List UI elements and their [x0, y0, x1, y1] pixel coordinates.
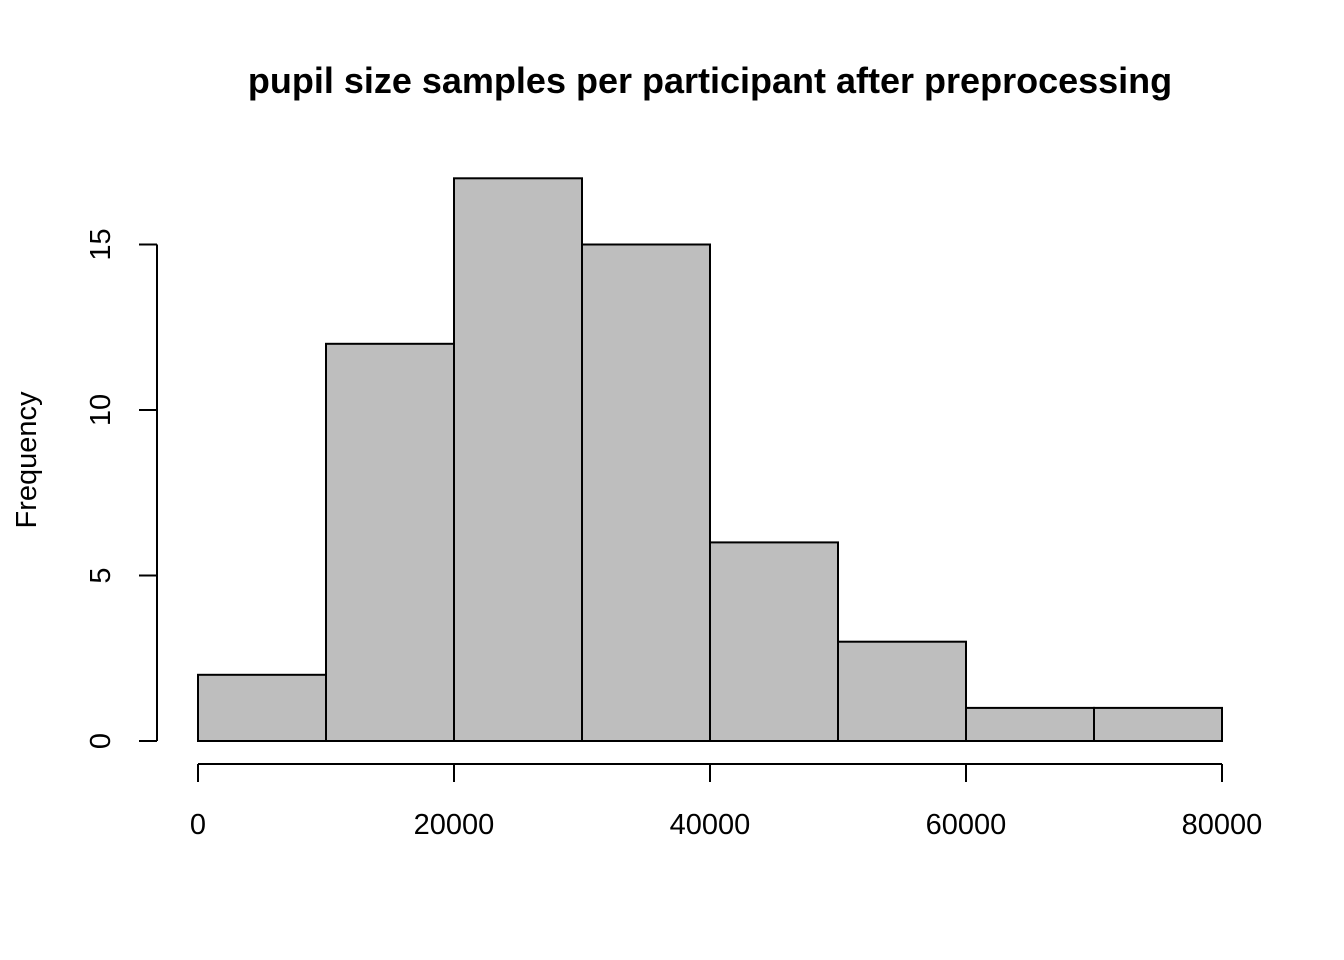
y-tick-label: 10: [85, 394, 117, 426]
x-tick-label: 20000: [414, 809, 495, 841]
x-axis: 0 20000 40000 60000 80000: [190, 763, 1263, 841]
histogram-bar: [965, 706, 1095, 743]
histogram-bar: [581, 243, 711, 742]
y-tick-label: 15: [85, 228, 117, 260]
chart-title: pupil size samples per participant after…: [248, 60, 1172, 101]
x-tick-label: 40000: [670, 809, 751, 841]
histogram-bar: [197, 673, 327, 742]
x-tick-label: 60000: [926, 809, 1007, 841]
histogram-bar: [453, 177, 583, 743]
x-tick-label: 0: [190, 809, 206, 841]
bars-group: [197, 177, 1223, 743]
histogram-bar: [1093, 706, 1223, 743]
y-axis: 0 5 10 15: [85, 228, 158, 749]
y-tick-label: 0: [85, 733, 117, 749]
y-axis-label: Frequency: [11, 391, 43, 529]
x-tick-label: 80000: [1182, 809, 1263, 841]
histogram-bar: [709, 541, 839, 743]
histogram-bar: [325, 342, 455, 742]
histogram-bar: [837, 640, 967, 743]
y-tick-label: 5: [85, 567, 117, 583]
